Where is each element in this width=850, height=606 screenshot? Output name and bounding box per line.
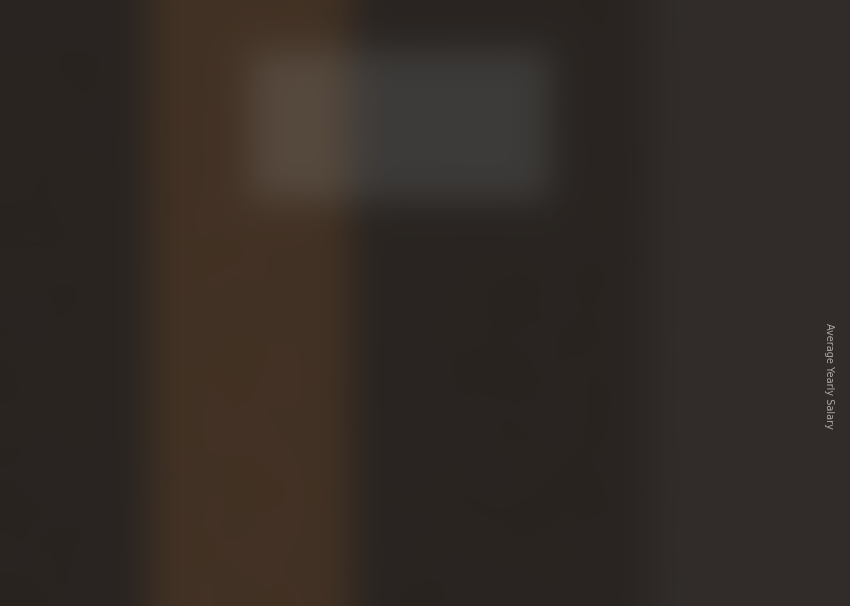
Polygon shape bbox=[457, 202, 476, 527]
Text: 201,000 CHF: 201,000 CHF bbox=[584, 170, 712, 188]
Text: +60%: +60% bbox=[349, 150, 439, 178]
Bar bbox=[476, 220, 626, 527]
Bar bbox=[721, 59, 774, 80]
Text: 125,000 CHF: 125,000 CHF bbox=[105, 287, 234, 305]
Text: .com: .com bbox=[708, 20, 742, 35]
Bar bbox=[192, 336, 342, 527]
FancyBboxPatch shape bbox=[709, 17, 787, 122]
Text: Switzerland: Switzerland bbox=[25, 109, 144, 127]
Polygon shape bbox=[289, 336, 342, 422]
Text: explorer: explorer bbox=[649, 20, 706, 35]
Polygon shape bbox=[173, 319, 342, 336]
Text: salary: salary bbox=[605, 20, 648, 35]
Polygon shape bbox=[574, 220, 626, 358]
Text: Salary Comparison By Education: Salary Comparison By Education bbox=[25, 13, 532, 41]
Text: Master's Degree: Master's Degree bbox=[468, 548, 634, 566]
Text: Actuary: Actuary bbox=[25, 64, 94, 82]
Bar bbox=[740, 33, 756, 105]
Text: Average Yearly Salary: Average Yearly Salary bbox=[824, 323, 834, 428]
Polygon shape bbox=[192, 441, 245, 527]
Polygon shape bbox=[457, 202, 626, 220]
Polygon shape bbox=[173, 319, 192, 527]
Polygon shape bbox=[476, 389, 529, 527]
Text: Bachelor's Degree: Bachelor's Degree bbox=[175, 548, 359, 566]
